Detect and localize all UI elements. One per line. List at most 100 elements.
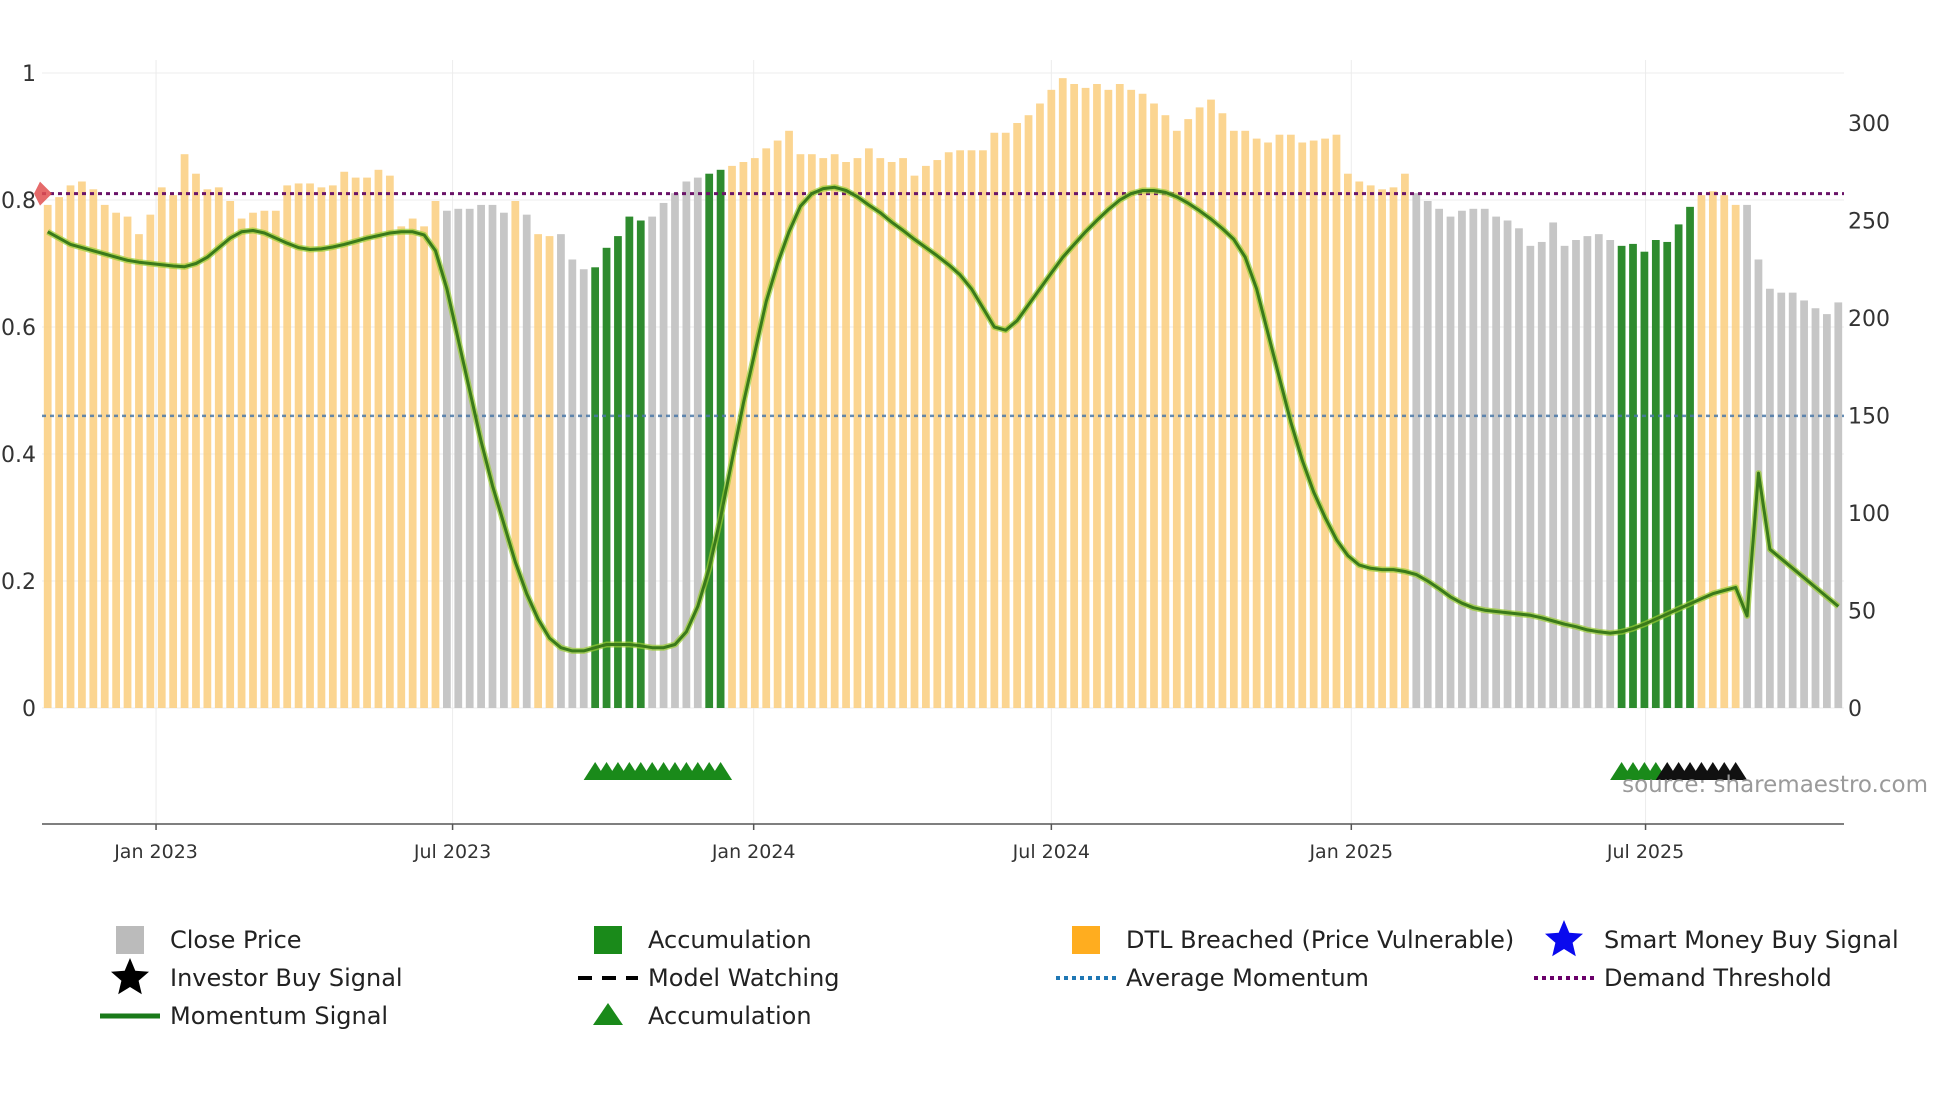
dtl-bar xyxy=(956,150,964,709)
dtl-bar xyxy=(853,158,862,709)
close-price-bar xyxy=(659,202,668,708)
accumulation-bar xyxy=(1651,240,1660,708)
dtl-bar xyxy=(933,160,942,709)
left-tick-label: 0.8 xyxy=(1,189,36,214)
dtl-bar xyxy=(283,185,292,708)
dtl-bar xyxy=(192,173,200,708)
dtl-bar xyxy=(112,212,121,708)
legend-label: Investor Buy Signal xyxy=(170,964,403,992)
close-price-bar xyxy=(465,208,474,709)
dtl-bar xyxy=(1298,142,1307,708)
dtl-bar xyxy=(910,175,919,708)
close-price-bar xyxy=(1811,308,1820,708)
momentum-signal xyxy=(46,184,1841,654)
close-price-bar xyxy=(1480,208,1489,709)
x-tick-label: Jul 2024 xyxy=(1012,841,1090,863)
close-price-bar xyxy=(648,216,657,708)
dtl-bar xyxy=(157,187,166,709)
left-tick-label: 0.4 xyxy=(1,443,36,468)
close-price-bar xyxy=(1537,241,1546,708)
dtl-bar xyxy=(1104,89,1113,709)
dtl-bar xyxy=(363,177,371,709)
axes: Jan 2023 Jul 2023 Jan 2024 Jul 2024 Jan 2025… xyxy=(1,62,1890,863)
accumulation-bar xyxy=(1686,206,1694,708)
dtl-bar xyxy=(203,189,212,709)
close-price-bar xyxy=(1423,201,1432,708)
dtl-bar xyxy=(785,130,793,709)
dtl-bar xyxy=(420,226,428,708)
close-price-bar xyxy=(1743,204,1751,708)
dtl-bar xyxy=(1378,189,1386,709)
close-price-bar xyxy=(1572,240,1580,708)
dtl-bar xyxy=(534,234,542,708)
close-price-bar xyxy=(454,208,463,709)
left-tick-label: 1 xyxy=(22,62,36,87)
dtl-bar xyxy=(1024,115,1033,708)
accumulation-bar xyxy=(636,220,645,708)
dtl-bar xyxy=(773,140,782,709)
dtl-bar xyxy=(1229,130,1238,709)
dtl-bar xyxy=(123,216,132,708)
dtl-bar xyxy=(545,236,554,708)
legend-label: Accumulation xyxy=(648,1002,812,1030)
close-price-bar xyxy=(1446,216,1455,708)
right-tick-label: 150 xyxy=(1848,405,1890,430)
close-price-bar xyxy=(1606,240,1615,708)
close-price-bar xyxy=(1526,245,1535,708)
legend-label: DTL Breached (Price Vulnerable) xyxy=(1126,926,1514,954)
dtl-bar xyxy=(899,158,907,709)
dtl-bar xyxy=(55,197,63,708)
dtl-bar xyxy=(1081,87,1090,708)
left-tick-label: 0.2 xyxy=(1,570,36,595)
dtl-bar xyxy=(1366,185,1375,708)
dtl-bar xyxy=(1207,99,1215,709)
dtl-bar xyxy=(135,234,143,708)
right-tick-label: 300 xyxy=(1848,112,1890,137)
dtl-bar xyxy=(762,148,771,709)
legend-star-icon xyxy=(1545,920,1583,957)
close-price-bar xyxy=(682,181,691,708)
signal-markers xyxy=(111,762,1748,995)
close-price-bar xyxy=(1823,314,1831,708)
close-price-bar xyxy=(522,214,531,708)
dtl-bar xyxy=(78,181,86,708)
dtl-bar xyxy=(511,201,520,708)
dtl-bar xyxy=(1218,113,1227,708)
accumulation-triangle xyxy=(709,762,733,780)
legend-label: Demand Threshold xyxy=(1604,964,1832,992)
dtl-bar xyxy=(180,154,189,708)
dtl-bar xyxy=(1697,195,1706,708)
dtl-bar xyxy=(842,162,850,708)
dtl-bar xyxy=(819,158,828,709)
close-price-bar xyxy=(1800,300,1808,708)
dtl-bar xyxy=(1172,130,1181,709)
dtl-bar xyxy=(146,214,155,708)
dtl-bar xyxy=(1115,84,1124,708)
dtl-bar xyxy=(169,195,178,708)
close-price-bar xyxy=(1503,220,1512,708)
close-price-bar xyxy=(443,210,451,708)
reference-lines xyxy=(34,181,1844,418)
dtl-bar xyxy=(1241,130,1250,709)
accumulation-bar xyxy=(591,267,600,708)
close-price-bar xyxy=(1515,228,1523,709)
dtl-bar xyxy=(1321,138,1329,709)
legend-label: Smart Money Buy Signal xyxy=(1604,926,1899,954)
close-price-bar xyxy=(557,234,565,708)
legend-label: Average Momentum xyxy=(1126,964,1369,992)
dtl-bar xyxy=(1058,78,1067,708)
source-label: source: sharemaestro.com xyxy=(1622,772,1928,798)
close-price-bar xyxy=(1435,208,1443,709)
legend-label: Momentum Signal xyxy=(170,1002,388,1030)
dtl-bar xyxy=(1275,134,1284,708)
dtl-bar xyxy=(271,210,280,708)
dtl-bar xyxy=(249,212,257,708)
close-price-bar xyxy=(1788,292,1797,708)
dtl-bar xyxy=(226,201,235,708)
dtl-bar xyxy=(1252,138,1261,709)
dtl-bar xyxy=(876,158,885,709)
dtl-bar xyxy=(1093,84,1101,708)
close-price-bar xyxy=(671,193,679,708)
accumulation-bar xyxy=(614,236,622,708)
dtl-bar xyxy=(1001,132,1010,708)
